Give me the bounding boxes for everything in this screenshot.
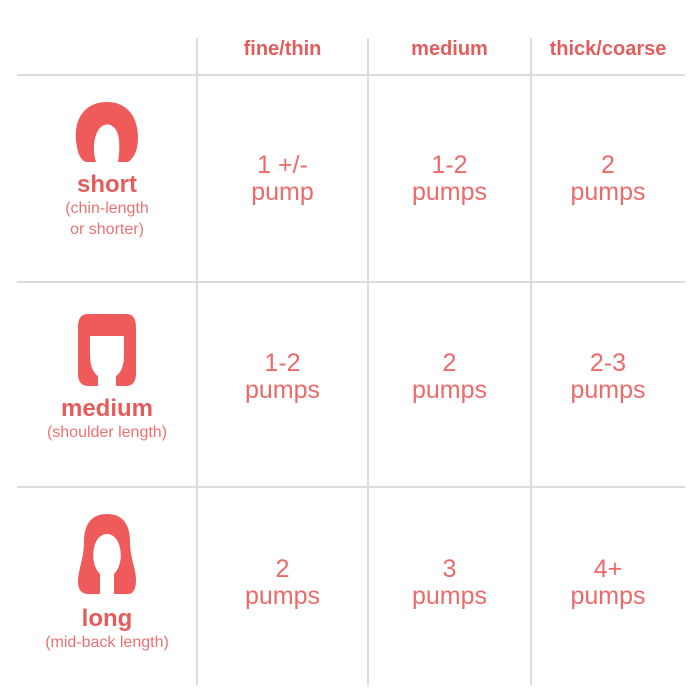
grid-line <box>17 281 685 283</box>
row-header-medium: medium (shoulder length) <box>17 312 197 443</box>
unit: pumps <box>244 582 321 610</box>
row-label: short <box>77 171 137 198</box>
row-label: medium <box>60 395 153 422</box>
amount: 1 +/- <box>257 151 308 179</box>
row-label: long <box>81 605 133 632</box>
cell-medium-fine: 1-2 pumps <box>197 350 368 404</box>
unit: pumps <box>570 178 646 206</box>
medium-hair-icon <box>78 314 136 386</box>
grid-line <box>17 486 685 488</box>
unit: pump <box>251 178 314 206</box>
row-header-long: long (mid-back length) <box>17 512 197 653</box>
column-header-fine-thin: fine/thin <box>243 38 322 60</box>
amount: 3 <box>442 555 457 583</box>
long-hair-icon <box>78 514 136 594</box>
unit: pumps <box>570 582 646 610</box>
amount: 4+ <box>593 555 623 583</box>
unit: pumps <box>411 178 488 206</box>
cell-medium-thick: 2-3 pumps <box>531 350 685 404</box>
cell-long-medium: 3 pumps <box>368 556 531 610</box>
amount: 2 <box>275 555 290 583</box>
unit: pumps <box>244 376 321 404</box>
cell-short-fine: 1 +/- pump <box>197 152 368 206</box>
short-hair-icon <box>75 102 138 162</box>
column-header-medium: medium <box>411 38 488 60</box>
grid-line <box>17 74 685 76</box>
cell-long-thick: 4+ pumps <box>531 556 685 610</box>
amount: 2 <box>442 349 457 377</box>
row-sublabel: (chin-length <box>65 200 149 217</box>
row-header-short: short (chin-length or shorter) <box>17 100 197 240</box>
unit: pumps <box>411 376 488 404</box>
cell-short-thick: 2 pumps <box>531 152 685 206</box>
amount: 1-2 <box>431 151 468 179</box>
row-sublabel: (mid-back length) <box>45 634 169 651</box>
cell-long-fine: 2 pumps <box>197 556 368 610</box>
grid-line <box>530 38 532 685</box>
grid-line <box>196 38 198 685</box>
cell-medium-medium: 2 pumps <box>368 350 531 404</box>
column-header-thick-coarse: thick/coarse <box>549 38 667 60</box>
row-sublabel: (shoulder length) <box>46 424 168 441</box>
amount: 2 <box>601 151 615 179</box>
amount: 1-2 <box>264 349 301 377</box>
amount: 2-3 <box>589 349 627 377</box>
grid-line <box>367 38 369 685</box>
unit: pumps <box>570 376 646 404</box>
unit: pumps <box>411 582 488 610</box>
cell-short-medium: 1-2 pumps <box>368 152 531 206</box>
row-sublabel: or shorter) <box>70 221 144 238</box>
